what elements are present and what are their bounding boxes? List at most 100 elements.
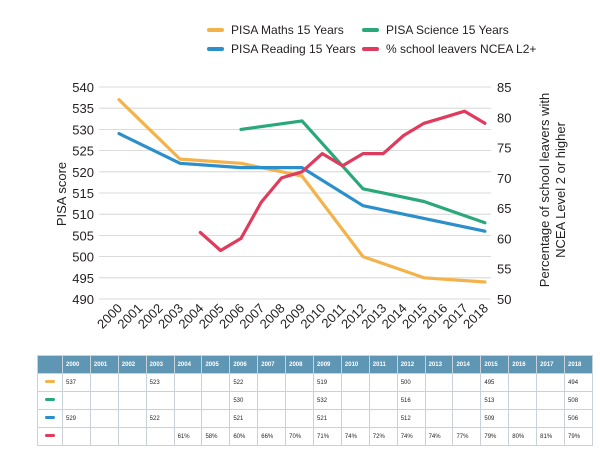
table-cell: 521 — [229, 409, 259, 428]
y2-tick-label: 85 — [497, 80, 511, 95]
y2-tick-label: 70 — [497, 171, 511, 186]
table-cell: 532 — [313, 391, 342, 410]
table-cell: 523 — [145, 373, 175, 392]
table-cell: 506 — [564, 409, 593, 428]
y2-tick-label: 65 — [497, 201, 511, 216]
table-header-year: 2004 — [173, 355, 203, 374]
table-header-year: 2015 — [480, 355, 510, 374]
table-row-ncea: 61% 58% 60% 66% 70% 71% 74% 72% 74% 74% 77% 79% 80% 8… — [37, 427, 593, 446]
table-cell: 72% — [368, 427, 398, 446]
table-cell: 521 — [313, 409, 342, 428]
table-cell: 513 — [480, 391, 510, 410]
table-row-science: 530 532 516 513 508 — [37, 391, 593, 410]
right-axis-label-line2: NCEA Level 2 or higher — [553, 121, 568, 258]
table-header-year: 2006 — [229, 355, 259, 374]
y-tick-label: 490 — [72, 292, 94, 307]
table-cell — [368, 409, 398, 428]
table-cell: 530 — [229, 391, 259, 410]
table-cell: 516 — [396, 391, 426, 410]
table-cell — [368, 373, 398, 392]
table-header-year: 2007 — [257, 355, 287, 374]
table-header-year: 2002 — [117, 355, 147, 374]
table-cell: 519 — [313, 373, 342, 392]
table-cell: 61% — [173, 427, 203, 446]
y-tick-label: 540 — [72, 80, 94, 95]
table-cell — [89, 391, 119, 410]
legend-swatch-reading — [207, 47, 224, 51]
table-cell — [117, 391, 147, 410]
y-tick-label: 510 — [72, 207, 94, 222]
table-body: 537 523 522 519 500 495 494 530 532 516 513 508 529 5… — [37, 373, 593, 446]
table-cell: 508 — [564, 391, 593, 410]
table-cell — [145, 427, 175, 446]
table-cell: 79% — [480, 427, 510, 446]
right-axis-label-line1: Percentage of school leavers with — [537, 93, 552, 287]
legend-item-ncea: % school leavers NCEA L2+ — [362, 42, 536, 56]
table-row-key — [37, 409, 63, 428]
table-cell — [424, 391, 454, 410]
table-cell — [536, 373, 566, 392]
table-cell — [117, 373, 147, 392]
table-row-key — [37, 427, 63, 446]
table-cell: 58% — [201, 427, 231, 446]
table-cell: 74% — [340, 427, 370, 446]
series-line-ncea — [198, 109, 487, 253]
table-cell — [62, 391, 91, 410]
table-header-year: 2005 — [201, 355, 231, 374]
y2-tick-label: 80 — [497, 110, 511, 125]
table-cell — [173, 409, 203, 428]
table-cell — [201, 391, 231, 410]
legend-swatch-maths — [207, 28, 224, 32]
series-line-science — [239, 119, 487, 225]
table-cell — [536, 409, 566, 428]
table-header-year: 2018 — [564, 355, 593, 374]
table-header-year: 2017 — [536, 355, 566, 374]
table-cell — [340, 373, 370, 392]
table-cell — [285, 391, 315, 410]
table-cell: 509 — [480, 409, 510, 428]
table-cell — [424, 373, 454, 392]
table-cell: 512 — [396, 409, 426, 428]
y-tick-label: 520 — [72, 165, 94, 180]
table-cell — [452, 391, 482, 410]
data-table: 2000 2001 2002 2003 2004 2005 2006 2007 2008 2009… — [37, 355, 593, 446]
legend-item-maths: PISA Maths 15 Years — [207, 23, 344, 37]
table-cell — [117, 409, 147, 428]
series-line-reading — [117, 132, 487, 233]
left-axis-ticks: 540 535 530 525 520 515 510 505 500 495 490 — [72, 80, 94, 307]
table-cell: 522 — [229, 373, 259, 392]
table-cell — [117, 427, 147, 446]
table-row-reading: 529 522 521 521 512 509 506 — [37, 409, 593, 428]
table-cell — [368, 391, 398, 410]
table-cell — [452, 409, 482, 428]
table-header-year: 2000 — [62, 355, 91, 374]
legend-swatch-science — [362, 28, 379, 32]
table-cell — [508, 409, 538, 428]
y-tick-label: 530 — [72, 122, 94, 137]
y2-tick-label: 55 — [497, 262, 511, 277]
table-cell: 80% — [508, 427, 538, 446]
table-cell — [62, 427, 91, 446]
table-row-maths: 537 523 522 519 500 495 494 — [37, 373, 593, 392]
table-cell — [285, 409, 315, 428]
legend-label-reading: PISA Reading 15 Years — [231, 42, 356, 56]
legend-item-science: PISA Science 15 Years — [362, 23, 509, 37]
table-cell: 522 — [145, 409, 175, 428]
legend-label-ncea: % school leavers NCEA L2+ — [386, 42, 537, 56]
table-cell: 500 — [396, 373, 426, 392]
series-line-maths — [117, 98, 487, 284]
table-cell — [257, 391, 287, 410]
table-cell — [89, 427, 119, 446]
table-cell — [340, 391, 370, 410]
table-cell — [257, 409, 287, 428]
table-header-year: 2013 — [424, 355, 454, 374]
table-cell — [452, 373, 482, 392]
y2-tick-label: 75 — [497, 141, 511, 156]
table-header-year: 2011 — [368, 355, 398, 374]
y-tick-label: 525 — [72, 144, 94, 159]
y2-tick-label: 60 — [497, 231, 511, 246]
table-cell: 60% — [229, 427, 259, 446]
table-cell: 494 — [564, 373, 593, 392]
table-cell — [508, 373, 538, 392]
table-header-row: 2000 2001 2002 2003 2004 2005 2006 2007 2008 2009… — [37, 355, 593, 374]
